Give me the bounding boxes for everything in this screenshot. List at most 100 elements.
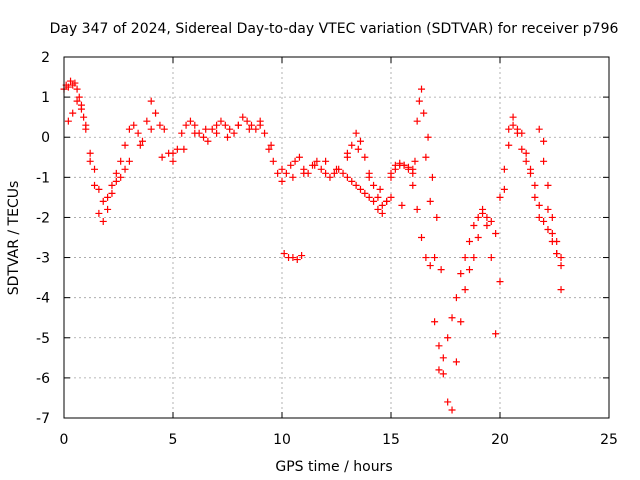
data-point [104, 193, 112, 201]
data-point [143, 117, 151, 125]
data-point [513, 125, 521, 133]
data-point [256, 117, 264, 125]
data-point [531, 181, 539, 189]
data-point [136, 141, 144, 149]
data-point [64, 117, 72, 125]
data-point [444, 398, 452, 406]
data-point [474, 213, 482, 221]
data-point [428, 173, 436, 181]
data-point [69, 109, 77, 117]
data-point [247, 121, 255, 129]
data-point [420, 109, 428, 117]
data-point [243, 117, 251, 125]
data-point [500, 165, 508, 173]
data-point [343, 149, 351, 157]
data-point [431, 254, 439, 262]
data-point [448, 314, 456, 322]
data-point [230, 129, 238, 137]
series-p796-c [280, 97, 565, 274]
data-point [544, 205, 552, 213]
data-point [413, 205, 421, 213]
data-point [147, 97, 155, 105]
data-point [289, 254, 297, 262]
data-point [112, 177, 120, 185]
data-point [365, 169, 373, 177]
data-point [121, 165, 129, 173]
x-tick-label: 20 [491, 432, 509, 448]
y-tick-label: 2 [41, 50, 50, 66]
data-point [435, 366, 443, 374]
data-point [426, 262, 434, 270]
data-point [540, 217, 548, 225]
x-tick-label: 5 [169, 432, 178, 448]
data-point [374, 205, 382, 213]
data-point [265, 145, 273, 153]
data-point [208, 125, 216, 133]
data-point [409, 181, 417, 189]
data-point [204, 137, 212, 145]
data-point [80, 113, 88, 121]
data-point [99, 217, 107, 225]
data-point [130, 121, 138, 129]
gridlines [64, 57, 609, 418]
data-point [553, 238, 561, 246]
data-point [348, 177, 356, 185]
data-point [178, 129, 186, 137]
data-point [333, 165, 340, 173]
data-point [186, 117, 194, 125]
data-point [224, 133, 231, 141]
data-point [213, 121, 221, 129]
data-point [311, 161, 319, 169]
data-point [439, 370, 447, 378]
data-point [73, 85, 81, 93]
data-point [396, 159, 404, 167]
data-point [411, 157, 419, 165]
data-point [343, 173, 351, 181]
data-point [433, 213, 441, 221]
data-point [191, 129, 199, 137]
data-point [535, 201, 543, 209]
data-point [409, 165, 417, 173]
data-point [291, 157, 299, 165]
data-point [540, 157, 548, 165]
data-point [452, 358, 460, 366]
data-point [404, 163, 412, 171]
data-point [452, 294, 460, 302]
data-point [509, 113, 517, 121]
data-point [278, 165, 286, 173]
data-point [221, 121, 229, 129]
data-point [354, 145, 362, 153]
data-point [104, 205, 112, 213]
chart-title: Day 347 of 2024, Sidereal Day-to-day VTE… [50, 21, 619, 37]
data-point [295, 153, 303, 161]
y-tick-label: -6 [36, 371, 50, 387]
data-point [200, 133, 208, 141]
data-point [557, 254, 565, 262]
data-point [156, 121, 164, 129]
data-point [387, 169, 395, 177]
data-point [226, 125, 234, 133]
data-point [413, 117, 421, 125]
y-tick-label: -3 [36, 251, 50, 267]
data-point [99, 197, 107, 205]
data-point [282, 169, 290, 177]
series-p796-a [60, 77, 565, 374]
data-point [461, 286, 469, 294]
data-point [431, 318, 439, 326]
data-point [492, 229, 500, 237]
data-point [134, 129, 142, 137]
data-point [557, 262, 565, 270]
data-point [518, 145, 526, 153]
x-axis-label: GPS time / hours [275, 459, 392, 475]
data-point [544, 181, 552, 189]
data-point [180, 145, 188, 153]
data-point [470, 254, 478, 262]
data-point [300, 169, 308, 177]
data-point [182, 121, 190, 129]
data-point [418, 234, 426, 241]
data-point [370, 181, 378, 189]
data-point [544, 225, 552, 233]
data-point [313, 157, 321, 165]
y-tick-label: 0 [41, 130, 50, 146]
data-point [95, 185, 103, 193]
